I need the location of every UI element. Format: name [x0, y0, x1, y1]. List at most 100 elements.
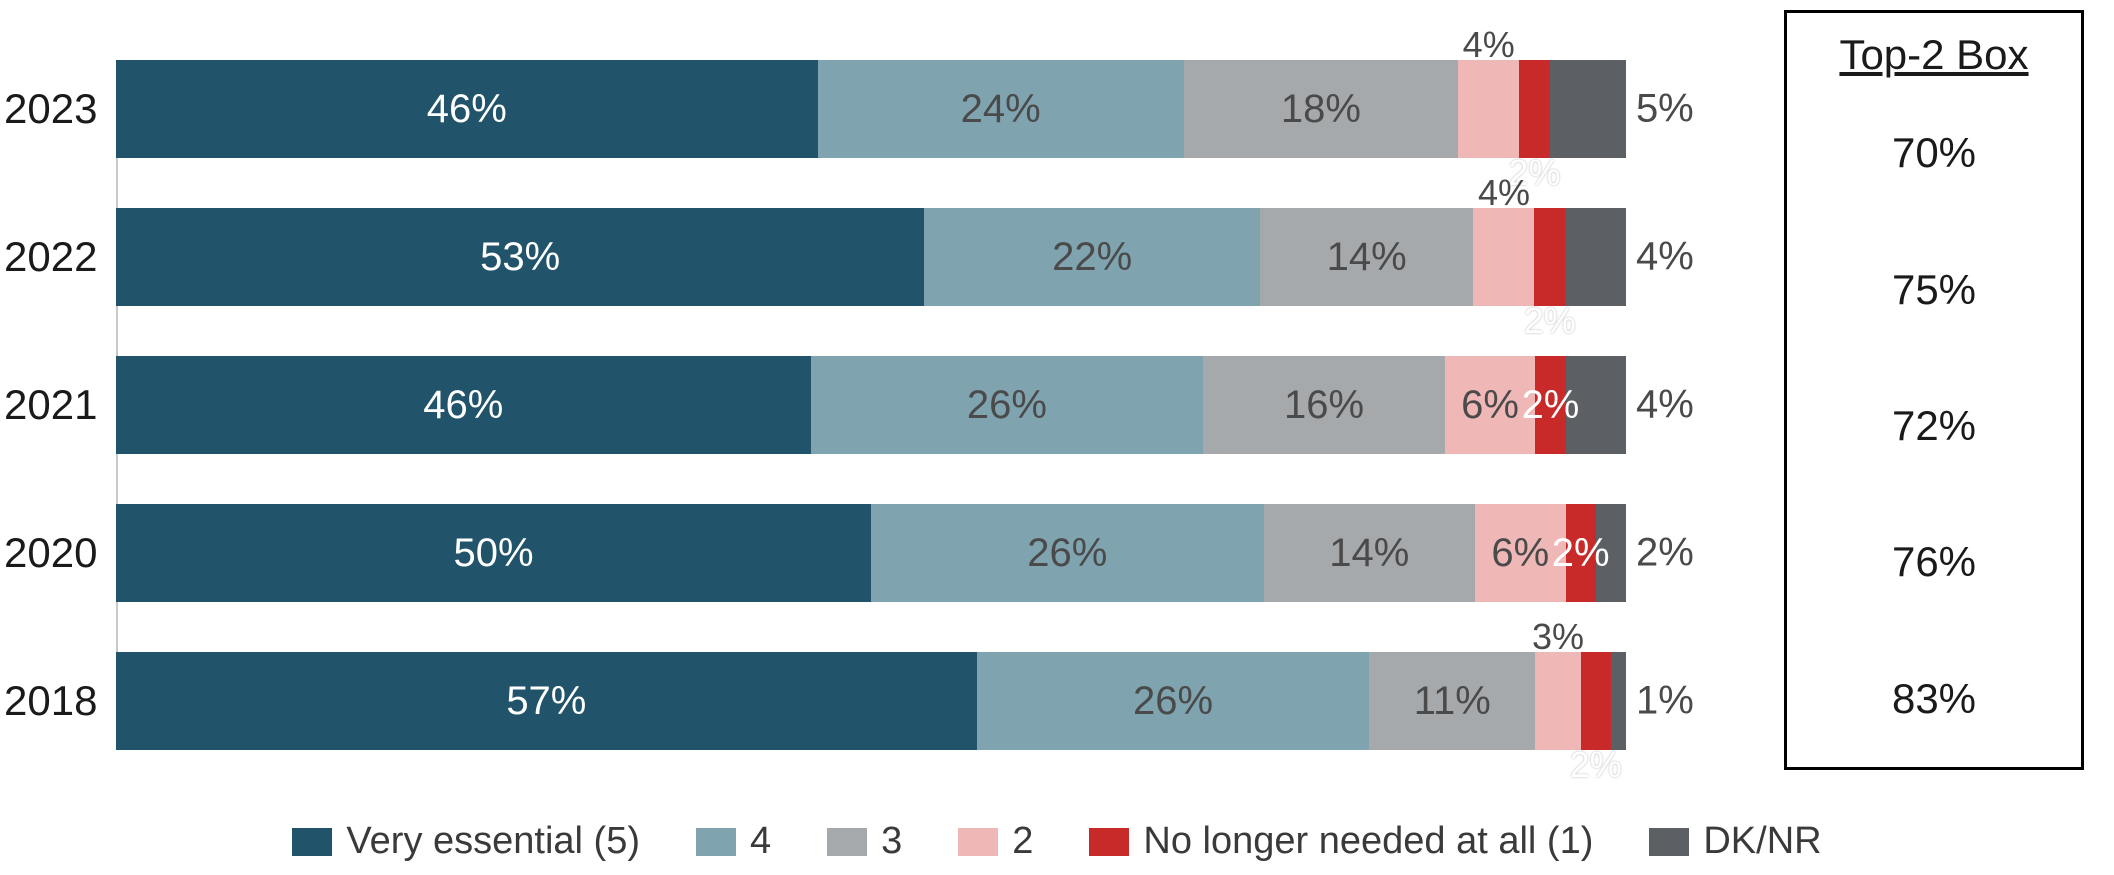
segment-value-label: 14%: [1329, 531, 1409, 576]
segment-value-label: 3%: [1532, 616, 1584, 658]
bar-segment-s1: 2%: [1519, 60, 1550, 158]
segment-value-label: 6%: [1491, 531, 1549, 576]
bar-segment-s4: 24%: [818, 60, 1184, 158]
year-label: 2023: [0, 85, 116, 133]
bar-segment-s2: 4%: [1473, 208, 1534, 306]
segment-value-label: 4%: [1636, 383, 1694, 428]
segment-value-label: 53%: [480, 235, 560, 280]
legend-label: No longer needed at all (1): [1143, 820, 1593, 863]
segment-value-label: 26%: [967, 383, 1047, 428]
bar-row: 202346%24%18%4%2%5%: [0, 60, 1760, 158]
top2-box: Top-2 Box 70%75%72%76%83%: [1784, 10, 2084, 770]
segment-value-label: 2%: [1552, 531, 1610, 576]
bar-segment-s1: 2%: [1581, 652, 1611, 750]
legend-item: 2: [958, 820, 1033, 863]
bar-segment-s5: 46%: [116, 356, 811, 454]
legend: Very essential (5) 4 3 2 No longer needed at…: [0, 820, 2114, 863]
top2-header: Top-2 Box: [1787, 13, 2081, 85]
legend-item: No longer needed at all (1): [1089, 820, 1593, 863]
bar-row: 202253%22%14%4%2%4%: [0, 208, 1760, 306]
top2-value: 70%: [1787, 85, 2081, 221]
legend-item: Very essential (5): [292, 820, 640, 863]
bar-rows: 202346%24%18%4%2%5%202253%22%14%4%2%4%20…: [0, 60, 1760, 750]
bar-segment-s3: 18%: [1184, 60, 1459, 158]
legend-swatch: [958, 828, 998, 856]
chart-area: 202346%24%18%4%2%5%202253%22%14%4%2%4%20…: [0, 0, 1760, 770]
segment-value-label: 26%: [1133, 679, 1213, 724]
bar-row: 202050%26%14%6%2%2%: [0, 504, 1760, 602]
bar-segment-s5: 57%: [116, 652, 977, 750]
top2-value: 83%: [1787, 631, 2081, 767]
bar-track: 53% 22% 14% 4%2%4%: [116, 208, 1626, 306]
legend-label: 2: [1012, 820, 1033, 863]
segment-value-label: 4%: [1463, 24, 1515, 66]
segment-value-label: 24%: [961, 87, 1041, 132]
segment-value-label: 22%: [1052, 235, 1132, 280]
year-label: 2018: [0, 677, 116, 725]
bar-segment-s3: 14%: [1260, 208, 1474, 306]
bar-segment-s5: 46%: [116, 60, 818, 158]
legend-swatch: [827, 828, 867, 856]
bar-segment-s3: 16%: [1203, 356, 1445, 454]
bar-segment-dknr: 1%: [1611, 652, 1626, 750]
bar-segment-s3: 14%: [1264, 504, 1475, 602]
top2-value: 75%: [1787, 221, 2081, 357]
top2-values: 70%75%72%76%83%: [1787, 85, 2081, 767]
bar-segment-s4: 26%: [811, 356, 1204, 454]
legend-label: 3: [881, 820, 902, 863]
top2-value: 72%: [1787, 358, 2081, 494]
bar-segment-s5: 50%: [116, 504, 871, 602]
bar-row: 201857%26%11%3%2%1%: [0, 652, 1760, 750]
segment-value-label: 14%: [1327, 235, 1407, 280]
bar-segment-s1: 2%: [1534, 208, 1565, 306]
legend-swatch: [696, 828, 736, 856]
bar-segment-s1: 2%: [1566, 504, 1596, 602]
segment-value-label: 16%: [1284, 383, 1364, 428]
segment-value-label: 2%: [1522, 383, 1580, 428]
legend-label: Very essential (5): [346, 820, 640, 863]
top2-value: 76%: [1787, 494, 2081, 630]
segment-value-label: 57%: [506, 679, 586, 724]
segment-value-label: 5%: [1636, 87, 1694, 132]
legend-label: DK/NR: [1703, 820, 1821, 863]
year-label: 2022: [0, 233, 116, 281]
chart-root: 202346%24%18%4%2%5%202253%22%14%4%2%4%20…: [0, 0, 2114, 875]
bar-segment-s4: 22%: [924, 208, 1260, 306]
bar-track: 50%26%14%6%2%2%: [116, 504, 1626, 602]
segment-value-label: 6%: [1461, 383, 1519, 428]
segment-value-label: 46%: [427, 87, 507, 132]
bar-track: 46%26%16%6%2%4%: [116, 356, 1626, 454]
bar-segment-dknr: 4%: [1565, 208, 1626, 306]
bar-segment-dknr: 5%: [1550, 60, 1626, 158]
segment-value-label: 18%: [1281, 87, 1361, 132]
bar-segment-s1: 2%: [1535, 356, 1565, 454]
legend-swatch: [1089, 828, 1129, 856]
legend-label: 4: [750, 820, 771, 863]
year-label: 2021: [0, 381, 116, 429]
segment-value-label: 11%: [1414, 679, 1491, 724]
bar-track: 46% 24% 18% 4%2%5%: [116, 60, 1626, 158]
legend-item: 3: [827, 820, 902, 863]
segment-value-label: 26%: [1027, 531, 1107, 576]
segment-value-label: 4%: [1478, 172, 1530, 214]
bar-segment-s5: 53%: [116, 208, 924, 306]
segment-value-label: 2%: [1570, 744, 1622, 786]
year-label: 2020: [0, 529, 116, 577]
segment-value-label: 46%: [423, 383, 503, 428]
legend-swatch: [292, 828, 332, 856]
bar-segment-s3: 11%: [1369, 652, 1535, 750]
segment-value-label: 2%: [1524, 300, 1576, 342]
segment-value-label: 1%: [1636, 679, 1694, 724]
legend-item: DK/NR: [1649, 820, 1821, 863]
bar-segment-s2: 4%: [1458, 60, 1519, 158]
segment-value-label: 50%: [453, 531, 533, 576]
legend-swatch: [1649, 828, 1689, 856]
segment-value-label: 4%: [1636, 235, 1694, 280]
legend-item: 4: [696, 820, 771, 863]
bar-track: 57% 26% 11% 3%2%1%: [116, 652, 1626, 750]
bar-segment-s4: 26%: [977, 652, 1370, 750]
segment-value-label: 2%: [1636, 531, 1694, 576]
bar-segment-s4: 26%: [871, 504, 1264, 602]
bar-row: 202146%26%16%6%2%4%: [0, 356, 1760, 454]
bar-segment-s2: 3%: [1535, 652, 1580, 750]
